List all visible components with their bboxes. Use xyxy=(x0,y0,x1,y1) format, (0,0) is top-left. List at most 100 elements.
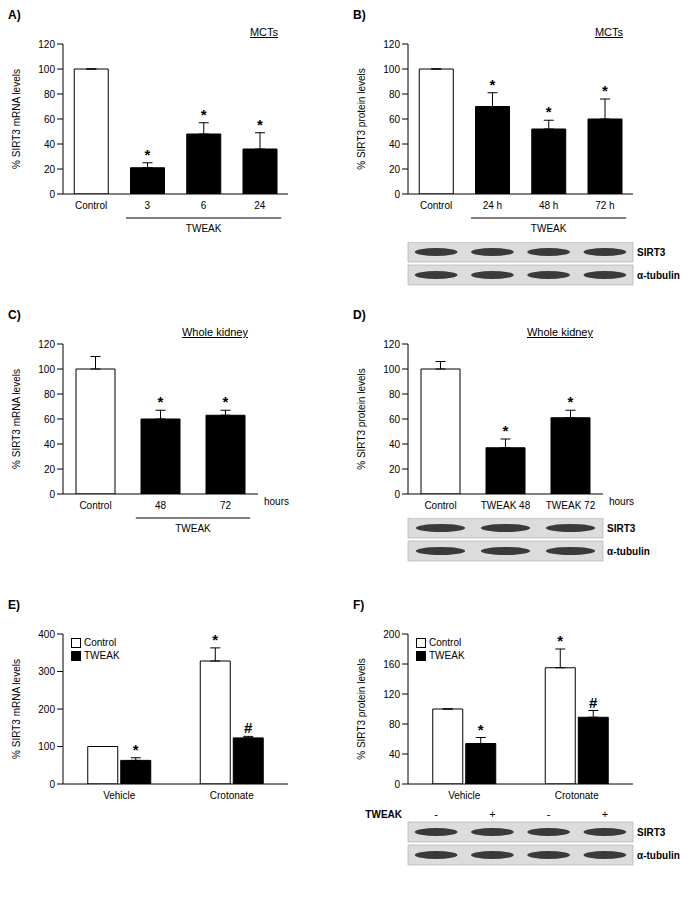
html-text:MCTs: MCTs xyxy=(594,26,623,38)
svg-text:α-tubulin: α-tubulin xyxy=(637,850,680,861)
svg-text:80: 80 xyxy=(44,389,56,400)
svg-text:40: 40 xyxy=(44,439,56,450)
svg-text:120: 120 xyxy=(383,39,400,50)
svg-text:*: * xyxy=(201,106,207,123)
html-text:A): A) xyxy=(8,8,21,22)
svg-text:100: 100 xyxy=(38,364,55,375)
svg-text:120: 120 xyxy=(383,689,400,700)
svg-text:400: 400 xyxy=(38,629,55,640)
svg-text:60: 60 xyxy=(44,414,56,425)
svg-text:#: # xyxy=(589,694,598,711)
svg-text:40: 40 xyxy=(389,139,401,150)
svg-text:*: * xyxy=(223,393,229,410)
svg-text:TWEAK: TWEAK xyxy=(175,523,211,534)
svg-text:0: 0 xyxy=(49,779,55,790)
svg-text:6: 6 xyxy=(201,200,207,211)
svg-text:24: 24 xyxy=(254,200,266,211)
svg-text:SIRT3: SIRT3 xyxy=(607,523,636,534)
html-text:MCTs: MCTs xyxy=(249,26,278,38)
svg-text:α-tubulin: α-tubulin xyxy=(637,270,680,281)
svg-text:0: 0 xyxy=(49,189,55,200)
svg-text:0: 0 xyxy=(49,489,55,500)
svg-text:*: * xyxy=(490,76,496,93)
svg-text:72 h: 72 h xyxy=(595,200,614,211)
svg-text:SIRT3: SIRT3 xyxy=(637,827,666,838)
svg-text:% SIRT3 protein levels: % SIRT3 protein levels xyxy=(356,368,367,470)
svg-text:48: 48 xyxy=(155,500,167,511)
svg-text:% SIRT3 protein levels: % SIRT3 protein levels xyxy=(356,68,367,170)
svg-text:60: 60 xyxy=(44,114,56,125)
svg-text:72: 72 xyxy=(220,500,232,511)
svg-text:Vehicle: Vehicle xyxy=(103,790,136,801)
svg-text:200: 200 xyxy=(38,704,55,715)
html-text:C): C) xyxy=(8,308,21,322)
svg-text:*: * xyxy=(158,393,164,410)
svg-text:*: * xyxy=(568,393,574,410)
svg-text:120: 120 xyxy=(38,39,55,50)
svg-text:60: 60 xyxy=(389,114,401,125)
svg-text:% SIRT3 mRNA levels: % SIRT3 mRNA levels xyxy=(11,659,22,759)
svg-text:+: + xyxy=(602,808,608,820)
svg-text:80: 80 xyxy=(389,389,401,400)
svg-text:20: 20 xyxy=(389,464,401,475)
svg-text:120: 120 xyxy=(38,339,55,350)
html-text:D): D) xyxy=(353,308,366,322)
svg-text:24 h: 24 h xyxy=(483,200,502,211)
svg-text:*: * xyxy=(212,631,218,648)
svg-text:80: 80 xyxy=(44,89,56,100)
svg-text:*: * xyxy=(257,116,263,133)
svg-text:40: 40 xyxy=(44,139,56,150)
svg-text:*: * xyxy=(145,146,151,163)
svg-text:100: 100 xyxy=(383,364,400,375)
svg-text:0: 0 xyxy=(394,489,400,500)
svg-text:SIRT3: SIRT3 xyxy=(637,247,666,258)
svg-text:20: 20 xyxy=(389,164,401,175)
svg-text:*: * xyxy=(133,741,139,758)
svg-text:+: + xyxy=(489,808,495,820)
svg-text:Crotonate: Crotonate xyxy=(555,790,599,801)
html-text:B): B) xyxy=(353,8,366,22)
svg-text:TWEAK 72: TWEAK 72 xyxy=(546,500,596,511)
svg-text:20: 20 xyxy=(44,464,56,475)
svg-text:20: 20 xyxy=(44,164,56,175)
svg-text:200: 200 xyxy=(383,629,400,640)
svg-text:48 h: 48 h xyxy=(539,200,558,211)
svg-text:100: 100 xyxy=(383,64,400,75)
svg-text:α-tubulin: α-tubulin xyxy=(607,546,650,557)
html-text:Whole kidney: Whole kidney xyxy=(182,326,248,338)
svg-text:40: 40 xyxy=(389,439,401,450)
svg-text:-: - xyxy=(547,808,551,820)
svg-text:40: 40 xyxy=(389,749,401,760)
svg-text:% SIRT3 protein levels: % SIRT3 protein levels xyxy=(356,658,367,760)
svg-text:TWEAK: TWEAK xyxy=(186,223,222,234)
svg-text:300: 300 xyxy=(38,666,55,677)
svg-text:*: * xyxy=(503,422,509,439)
svg-text:*: * xyxy=(557,632,563,649)
svg-text:80: 80 xyxy=(389,89,401,100)
svg-text:100: 100 xyxy=(38,64,55,75)
svg-text:3: 3 xyxy=(145,200,151,211)
svg-text:160: 160 xyxy=(383,659,400,670)
svg-text:Vehicle: Vehicle xyxy=(448,790,481,801)
svg-text:80: 80 xyxy=(389,719,401,730)
svg-text:% SIRT3 mRNA levels: % SIRT3 mRNA levels xyxy=(11,369,22,469)
svg-text:60: 60 xyxy=(389,414,401,425)
svg-text:Control: Control xyxy=(420,200,452,211)
svg-text:% SIRT3 mRNA levels: % SIRT3 mRNA levels xyxy=(11,69,22,169)
svg-text:-: - xyxy=(434,808,438,820)
svg-text:*: * xyxy=(478,721,484,738)
svg-text:*: * xyxy=(546,103,552,120)
svg-text:TWEAK: TWEAK xyxy=(531,223,567,234)
svg-text:*: * xyxy=(602,82,608,99)
svg-text:Crotonate: Crotonate xyxy=(210,790,254,801)
svg-text:100: 100 xyxy=(38,741,55,752)
svg-text:TWEAK: TWEAK xyxy=(365,809,402,820)
svg-text:Control: Control xyxy=(79,500,111,511)
svg-text:Control: Control xyxy=(75,200,107,211)
svg-text:0: 0 xyxy=(394,189,400,200)
svg-text:Control: Control xyxy=(424,500,456,511)
svg-text:#: # xyxy=(244,719,253,736)
svg-text:120: 120 xyxy=(383,339,400,350)
svg-text:TWEAK 48: TWEAK 48 xyxy=(481,500,531,511)
svg-text:0: 0 xyxy=(394,779,400,790)
